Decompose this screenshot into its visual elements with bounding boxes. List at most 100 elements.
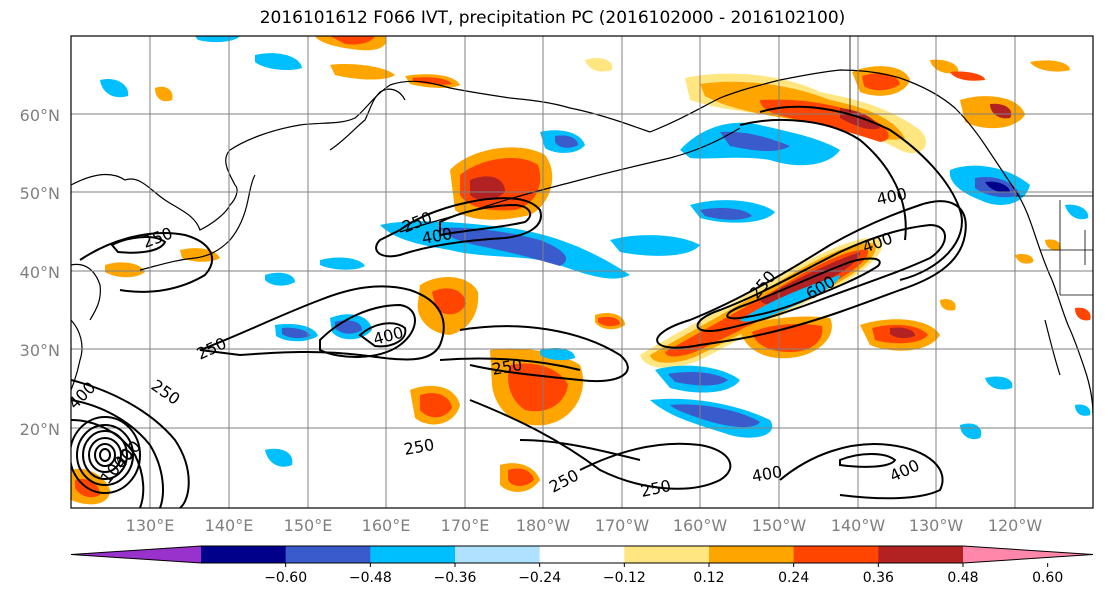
- coastline-kamchatka: [329, 88, 406, 151]
- colorbar-segment: [539, 546, 625, 563]
- precip-blob: [610, 235, 700, 256]
- lon-label: 140°W: [831, 516, 886, 535]
- lat-label: 30°N: [20, 341, 60, 360]
- precip-blob: [985, 181, 1010, 193]
- colorbar-extension-low: [71, 546, 201, 563]
- precip-blob: [330, 36, 375, 45]
- colorbar-segment: [201, 546, 287, 563]
- border-states: [1040, 200, 1093, 295]
- precip-blob: [255, 53, 302, 70]
- ivt-contour: [519, 439, 641, 461]
- ivt-contour: [71, 379, 190, 508]
- lat-label: 40°N: [20, 263, 60, 282]
- precip-blob: [890, 327, 915, 339]
- chart-title: 2016101612 F066 IVT, precipitation PC (2…: [259, 8, 846, 28]
- precip-blob: [990, 103, 1012, 119]
- colorbar-tick-label: −0.12: [603, 570, 646, 586]
- ivt-contour: [656, 200, 967, 349]
- colorbar-tick-label: 0.36: [863, 570, 894, 586]
- colorbar-tick-label: 0.24: [778, 570, 809, 586]
- precip-blob: [265, 272, 295, 286]
- colorbar-tick-label: 0.48: [947, 570, 978, 586]
- coastline-northamerica: [1014, 189, 1093, 416]
- precip-blob: [320, 257, 365, 270]
- ivt-contour: [459, 325, 629, 382]
- lat-label: 20°N: [20, 420, 60, 439]
- precip-blob: [100, 78, 129, 98]
- ivt-contour: [696, 223, 946, 332]
- ivt-contour: [839, 453, 897, 468]
- colorbar: −0.60 −0.48 −0.36 −0.24 −0.12 0.12 0.24 0.36 0.4…: [70, 545, 1094, 586]
- colorbar-segment: [878, 546, 964, 563]
- colorbar-tick-label: −0.48: [349, 570, 392, 586]
- precip-blob: [585, 58, 613, 72]
- precip-blob: [1075, 404, 1091, 416]
- ivt-contour: [439, 203, 532, 237]
- precip-blob: [155, 86, 173, 102]
- coastline-alaska: [649, 69, 1016, 191]
- lat-label: 50°N: [20, 184, 60, 203]
- precip-blob: [930, 59, 959, 74]
- ivt-contour: [358, 322, 407, 348]
- colorbar-segment: [709, 546, 795, 563]
- ivt-contour: [71, 399, 164, 508]
- precip-blob: [670, 404, 760, 428]
- lon-label: 150°W: [752, 516, 807, 535]
- precip-blob: [555, 135, 578, 148]
- ivt-contour: [94, 443, 116, 467]
- coastline-korea: [71, 263, 101, 321]
- precip-blob: [420, 393, 452, 418]
- colorbar-segment: [793, 546, 879, 563]
- precip-blob: [105, 262, 145, 278]
- precip-blob: [950, 71, 985, 81]
- precip-blob: [412, 77, 452, 85]
- ivt-contour: [439, 357, 581, 371]
- precip-blob: [862, 73, 900, 91]
- ivt-contour: [88, 437, 122, 473]
- precipitation-shading: [71, 36, 1091, 505]
- precip-blob: [1065, 204, 1089, 220]
- ivt-contour: [319, 303, 416, 358]
- colorbar-outline: [70, 545, 1094, 564]
- precip-blob: [440, 227, 567, 266]
- ivt-contour: [375, 197, 542, 258]
- precip-blob: [700, 208, 752, 220]
- precip-blob: [752, 324, 823, 352]
- colorbar-tick-label: 0.60: [1032, 570, 1063, 586]
- precip-blob: [508, 468, 534, 486]
- ivt-contour: [759, 105, 963, 281]
- ivt-contour: [726, 257, 881, 320]
- political-borders: [849, 36, 1093, 296]
- colorbar-tick-label: −0.36: [434, 570, 477, 586]
- precip-blob: [720, 131, 790, 152]
- lon-label: 160°E: [362, 516, 411, 535]
- precip-blob: [598, 316, 620, 327]
- ivt-contour: [71, 416, 141, 494]
- precip-blob: [508, 363, 568, 412]
- lon-label: 140°E: [205, 516, 254, 535]
- precip-blob: [1075, 307, 1091, 321]
- colorbar-extension-high: [963, 546, 1093, 563]
- precip-blob: [470, 176, 505, 200]
- ivt-contours: [71, 105, 967, 508]
- colorbar-tick-label: −0.60: [264, 570, 307, 586]
- colorbar-segment: [285, 546, 371, 563]
- colorbar-tick-label: −0.24: [518, 570, 561, 586]
- lon-label: 130°E: [126, 516, 175, 535]
- longitude-labels: 130°E 140°E 150°E 160°E 170°E 180°W 170°…: [126, 516, 1043, 535]
- latitude-labels: 60°N 50°N 40°N 30°N 20°N: [20, 106, 60, 439]
- ivt-contour: [779, 443, 944, 500]
- precip-blob: [940, 299, 956, 311]
- lon-label: 180°W: [516, 516, 571, 535]
- ivt-contour: [110, 236, 167, 254]
- precip-blob: [1045, 239, 1061, 251]
- lon-label: 170°W: [595, 516, 650, 535]
- precip-blob: [840, 108, 880, 130]
- precip-blob: [265, 448, 293, 467]
- precip-blob: [740, 275, 840, 322]
- ivt-contour: [76, 424, 134, 486]
- colorbar-segment: [624, 546, 710, 563]
- lat-label: 60°N: [20, 106, 60, 125]
- lon-label: 160°W: [673, 516, 728, 535]
